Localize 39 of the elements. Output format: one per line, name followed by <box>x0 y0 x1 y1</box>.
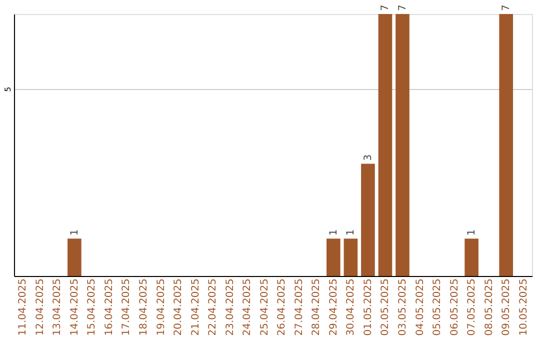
x-tick-label: 03.05.2025 <box>398 278 408 336</box>
x-tick-label: 26.04.2025 <box>276 278 288 336</box>
x-tick-label: 30.04.2025 <box>346 278 357 336</box>
x-tick-label: 28.04.2025 <box>311 278 322 336</box>
x-tick-label: 16.04.2025 <box>104 278 115 336</box>
x-tick-label: 10.05.2025 <box>518 278 530 336</box>
data-label: 3 <box>362 154 374 161</box>
x-tick-label: 20.04.2025 <box>173 278 184 336</box>
data-label: 1 <box>466 229 478 236</box>
data-label: 7 <box>380 4 392 11</box>
x-tick-label: 23.04.2025 <box>224 278 236 336</box>
x-tick-label: 04.05.2025 <box>414 278 426 336</box>
data-label: 1 <box>346 229 357 236</box>
x-tick-label: 15.04.2025 <box>86 278 98 336</box>
x-tick-label: 13.04.2025 <box>52 278 64 336</box>
x-tick-label: 11.04.2025 <box>18 278 29 336</box>
x-tick-label: 12.04.2025 <box>34 278 46 336</box>
x-tick-label: 05.05.2025 <box>432 278 444 336</box>
x-tick-label: 07.05.2025 <box>466 278 478 336</box>
x-tick-label: 09.05.2025 <box>501 278 512 336</box>
x-tick-label: 24.04.2025 <box>242 278 254 336</box>
x-tick-label: 19.04.2025 <box>156 278 167 336</box>
data-label: 1 <box>69 229 80 236</box>
y-tick-label: 5 <box>4 86 12 92</box>
x-tick-label: 21.04.2025 <box>190 278 202 336</box>
x-tick-label: 29.04.2025 <box>328 278 340 336</box>
data-label: 1 <box>328 229 340 236</box>
x-tick-label: 22.04.2025 <box>208 278 219 336</box>
x-tick-label: 06.05.2025 <box>449 278 460 336</box>
data-label: 7 <box>501 4 512 11</box>
x-tick-label: 17.04.2025 <box>121 278 132 336</box>
x-tick-label: 02.05.2025 <box>380 278 392 336</box>
x-tick-label: 08.05.2025 <box>484 278 495 336</box>
x-tick-label: 25.04.2025 <box>259 278 270 336</box>
x-tick-label: 18.04.2025 <box>138 278 150 336</box>
data-label: 7 <box>398 4 408 11</box>
x-tick-label: 27.04.2025 <box>294 278 305 336</box>
x-tick-label: 14.04.2025 <box>69 278 80 336</box>
x-tick-label: 01.05.2025 <box>362 278 374 336</box>
